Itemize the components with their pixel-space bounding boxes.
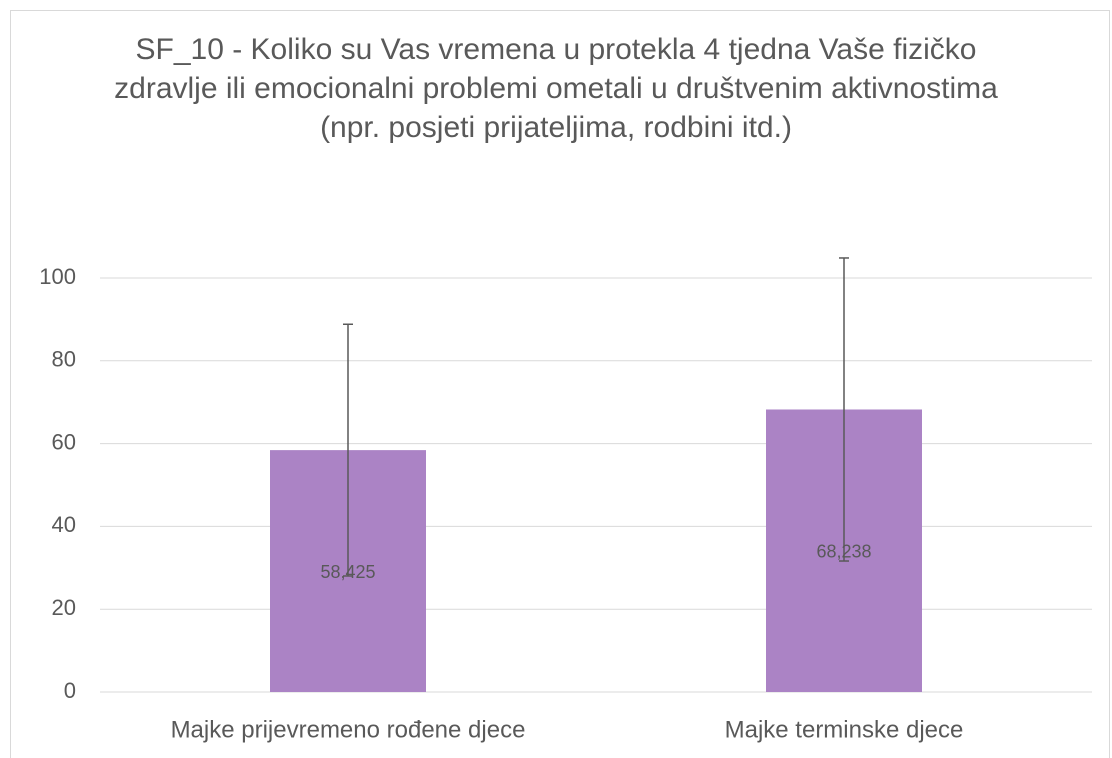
x-tick-label: Majke prijevremeno rođene djece (171, 716, 526, 743)
chart-border (10, 10, 1110, 758)
x-tick-label: Majke terminske djece (725, 716, 964, 743)
chart-title: SF_10 - Koliko su Vas vremena u protekla… (114, 33, 998, 144)
y-tick-label: 0 (64, 678, 76, 703)
y-tick-label: 60 (52, 429, 76, 454)
y-tick-label: 40 (52, 512, 76, 537)
y-tick-label: 100 (39, 264, 76, 289)
y-tick-label: 80 (52, 347, 76, 372)
y-tick-label: 20 (52, 595, 76, 620)
